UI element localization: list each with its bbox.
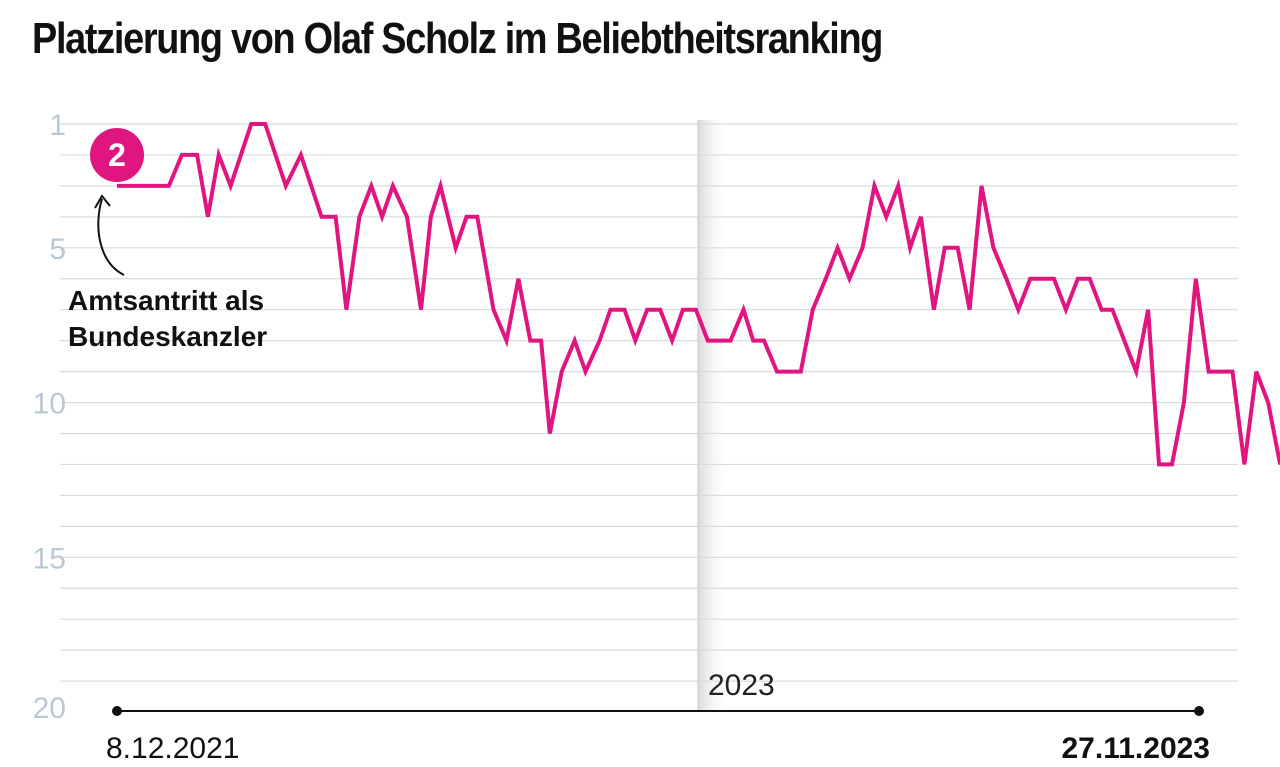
gridlines bbox=[60, 123, 1238, 682]
chart-title: Platzierung von Olaf Scholz im Beliebthe… bbox=[32, 14, 883, 63]
timeline-start-dot bbox=[112, 706, 122, 716]
y-tick-15: 15 bbox=[33, 542, 66, 575]
timeline-axis: 8.12.2021 27.11.2023 2023 bbox=[106, 669, 1210, 765]
series-group bbox=[117, 122, 1280, 467]
badges-group: 217 bbox=[90, 128, 144, 182]
year-2023-label: 2023 bbox=[708, 669, 775, 702]
year-2023-shade bbox=[698, 120, 731, 712]
series-line-0 bbox=[117, 122, 1280, 467]
y-tick-10: 10 bbox=[33, 388, 66, 421]
y-tick-1: 1 bbox=[49, 109, 66, 142]
start-date-label: 8.12.2021 bbox=[106, 732, 239, 765]
y-tick-5: 5 bbox=[49, 233, 66, 266]
annotation-line-0: Amtsantritt als bbox=[68, 285, 264, 316]
annotation-arrow bbox=[97, 198, 125, 276]
start-badge-value: 2 bbox=[108, 137, 126, 173]
timeline-end-dot bbox=[1194, 706, 1204, 716]
start-badge-circle bbox=[90, 128, 144, 182]
annotation-arrowhead bbox=[94, 194, 111, 209]
end-date-label: 27.11.2023 bbox=[1062, 732, 1211, 765]
y-tick-20: 20 bbox=[33, 692, 66, 725]
annotation-group: Amtsantritt als Bundeskanzler bbox=[68, 194, 267, 352]
annotation-line-1: Bundeskanzler bbox=[68, 321, 267, 352]
